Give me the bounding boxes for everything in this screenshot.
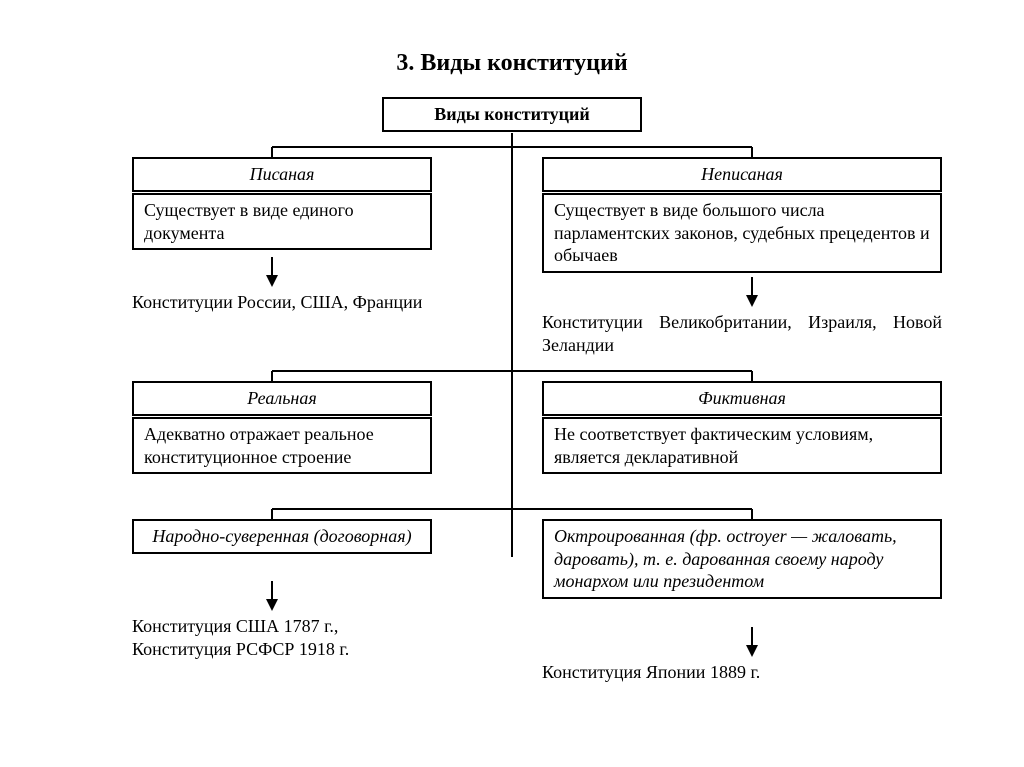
right-row2-desc: Не соответствует фактическим условиям, я… <box>542 417 942 474</box>
left-row3-heading-text: Народно-суверенная (договорная) <box>152 526 411 546</box>
right-row3-heading-text: Октроированная (фр. octroyer — жаловать,… <box>554 526 897 591</box>
root-label: Виды конституций <box>434 104 589 124</box>
root-box: Виды конституций <box>382 97 642 132</box>
left-row1-heading: Писаная <box>132 157 432 192</box>
right-row1-example: Конституции Великобритании, Израиля, Нов… <box>542 311 942 358</box>
left-row2-desc: Адекватно отражает ре­альное конституцио… <box>132 417 432 474</box>
right-row1-example-text: Конституции Великобритании, Израиля, Нов… <box>542 312 942 355</box>
left-row1-example-text: Конституции России, США, Франции <box>132 292 422 312</box>
left-row3-example-text: Конституция США 1787 г., Конституция РСФ… <box>132 616 349 659</box>
right-row2-desc-text: Не соответствует фактическим условиям, я… <box>554 424 873 467</box>
left-row3-example: Конституция США 1787 г., Конституция РСФ… <box>132 615 432 662</box>
left-row1-heading-text: Писаная <box>250 164 315 184</box>
left-row2-heading-text: Реальная <box>247 388 316 408</box>
left-row2-desc-text: Адекватно отражает ре­альное конституцио… <box>144 424 374 467</box>
right-row2-heading-text: Фиктивная <box>698 388 786 408</box>
right-row3-example-text: Конституция Японии 1889 г. <box>542 662 760 682</box>
left-row2-heading: Реальная <box>132 381 432 416</box>
left-row1-desc-text: Существует в виде еди­ного документа <box>144 200 354 243</box>
right-row1-desc-text: Существует в виде большого чис­ла парлам… <box>554 200 930 265</box>
page-title: 3. Виды конституций <box>0 0 1024 97</box>
right-row1-heading: Неписаная <box>542 157 942 192</box>
left-row1-example: Конституции России, США, Франции <box>132 291 432 314</box>
left-row3-heading: Народно-суверенная (договорная) <box>132 519 432 554</box>
right-row3-heading: Октроированная (фр. octroyer — жаловать,… <box>542 519 942 599</box>
right-row1-heading-text: Неписаная <box>701 164 783 184</box>
right-row1-desc: Существует в виде большого чис­ла парлам… <box>542 193 942 273</box>
diagram-canvas: Виды конституций Писаная Существует в ви… <box>72 97 952 737</box>
right-row3-example: Конституция Японии 1889 г. <box>542 661 942 684</box>
left-row1-desc: Существует в виде еди­ного документа <box>132 193 432 250</box>
right-row2-heading: Фиктивная <box>542 381 942 416</box>
